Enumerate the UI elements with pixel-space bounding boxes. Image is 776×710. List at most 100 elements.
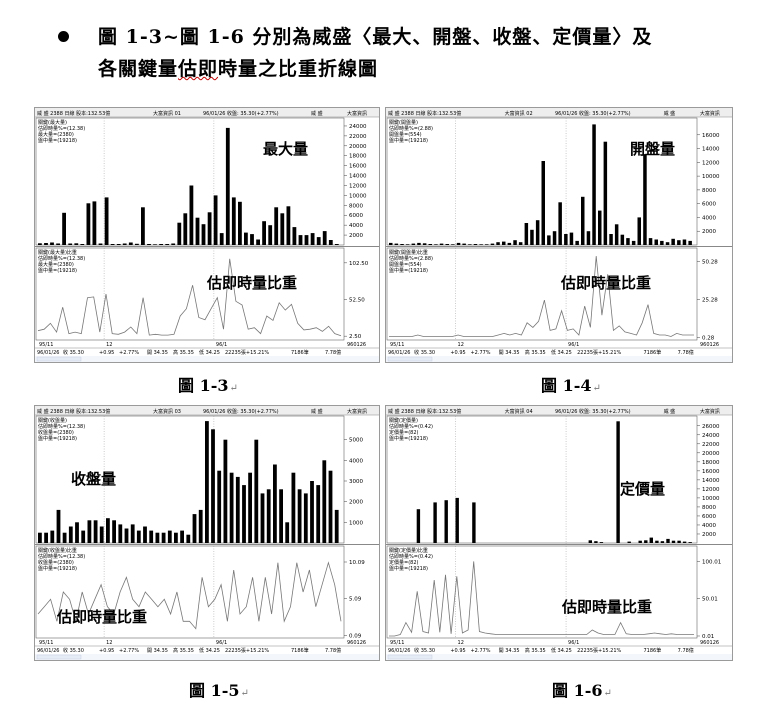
ratio-line [37,258,342,337]
y-tick-label: 2000 [349,233,363,239]
series-label: 估即時量比重 [560,274,651,292]
chart-panel-1: 威 盛 2388 日線 股本:132.53億 大富資訊 01 96/01/26 收盤… [34,107,380,363]
volume-bar [62,212,66,245]
date-label: 96/1 [216,640,227,646]
volume-bar [192,514,197,543]
scroll-thumb [36,356,82,362]
topbar-text: 威 盛 2388 日線 股本:132.53億 [388,408,461,415]
bullet-icon [58,31,69,42]
volume-bar [416,509,421,543]
figure-caption-4-text: 圖 1-6 [552,681,603,700]
scroll-thumb [387,654,433,660]
status-text: 7.78億 [325,349,341,356]
volume-bar [147,244,151,245]
ratio-line [389,256,694,337]
volume-bar [660,541,665,543]
status-text: 高 35.35 [173,647,194,654]
volume-bar [671,540,676,543]
volume-bar [56,509,61,543]
volume-bar [637,217,641,245]
legend-line: 估即時量%=(12.38) [38,553,85,560]
volume-bar [143,526,147,543]
y-tick-label: 50.28 [702,260,718,266]
topbar-text: 大富資訊 03 [153,408,181,415]
legend-line: 收盤量=(2380) [38,559,74,566]
y-tick-label: 10.09 [349,560,365,566]
volume-bar [445,244,449,245]
volume-bar [213,195,218,245]
y-tick-label: 4000 [702,523,716,529]
volume-bar [455,497,459,543]
legend-line: 估即時量%=(2.88) [389,255,433,262]
volume-bar [198,509,203,543]
volume-bar [292,227,297,245]
volume-bar [472,502,476,543]
series-label: 最大量 [263,140,308,158]
volume-bar [417,242,421,245]
volume-bar [682,239,687,245]
date-label: 12 [106,342,112,348]
volume-bar [434,244,438,245]
legend-line: 估即時量%=(0.42) [389,553,433,560]
volume-bar [334,244,339,245]
upper-pane [386,415,698,544]
volume-bar [81,530,86,543]
status-text: +2.77% [119,648,139,654]
legend-line: 最大量=(2380) [38,131,74,138]
legend-line: 關鍵(收盤量) [38,417,67,424]
topbar-text: 威 盛 [311,408,323,415]
return-mark-icon: ↵ [229,383,238,394]
status-text: 22235張+15.21% [225,648,269,654]
legend-line: 估即時量%=(0.42) [389,423,433,430]
y-tick-label: 10000 [349,193,367,199]
legend-line: 最大量=(2380) [38,261,74,268]
volume-bar [99,526,104,543]
y-tick-label: 18000 [702,460,720,466]
volume-bar [541,161,545,245]
volume-bar [68,526,73,543]
scrollbar [35,654,379,660]
volume-bar [310,481,314,543]
volume-bar [599,542,604,543]
status-text: +2.77% [470,648,490,654]
status-text: 22235張+15.21% [577,648,621,654]
volume-bar [242,485,246,543]
status-text: 收 35.30 [414,349,435,356]
volume-bar [167,530,172,543]
volume-bar [660,240,664,245]
volume-bar [654,239,658,245]
y-tick-label: 18000 [349,154,367,160]
y-tick-label: 16000 [702,133,720,139]
status-text: 7186筆 [643,349,661,356]
volume-bar [274,207,279,245]
legend-line: 盤中量=(19218) [38,565,77,572]
topbar-text: 96/01/26 收盤: 35.30(+2.77%) [203,110,279,117]
legend-line: 盤中量=(19218) [389,435,428,442]
topbar-text: 96/01/26 收盤: 35.30(+2.77%) [555,110,631,117]
volume-bar [638,540,642,543]
status-text: 高 35.35 [525,349,546,356]
topbar-text: 96/01/26 收盤: 35.30(+2.77%) [555,408,631,415]
status-text: +0.95 [450,648,465,654]
scroll-thumb [387,356,433,362]
status-text: 低 34.25 [199,349,220,356]
date-label: 960126 [700,640,719,646]
volume-bar [50,530,55,543]
chart-1-svg: 威 盛 2388 日線 股本:132.53億 大富資訊 01 96/01/26 收盤… [35,108,379,362]
volume-bar [586,231,591,245]
series-label: 估即時量比重 [561,598,652,616]
status-text: 低 34.25 [551,647,572,654]
legend-line: 關鍵(開盤量)比重 [389,249,428,256]
y-tick-label: 0.28 [702,336,715,342]
series-label: 估即時量比重 [206,274,297,292]
volume-bar [155,532,160,543]
volume-bar [649,537,653,543]
chart-topbar [35,406,379,415]
y-tick-label: 12000 [702,487,720,493]
y-tick-label: 6000 [702,202,716,208]
volume-bar [507,242,512,245]
status-text: 22235張+15.21% [577,350,621,356]
date-label: 95/11 [390,640,404,646]
topbar-text: 威 盛 [664,408,676,415]
volume-bar [490,243,495,245]
